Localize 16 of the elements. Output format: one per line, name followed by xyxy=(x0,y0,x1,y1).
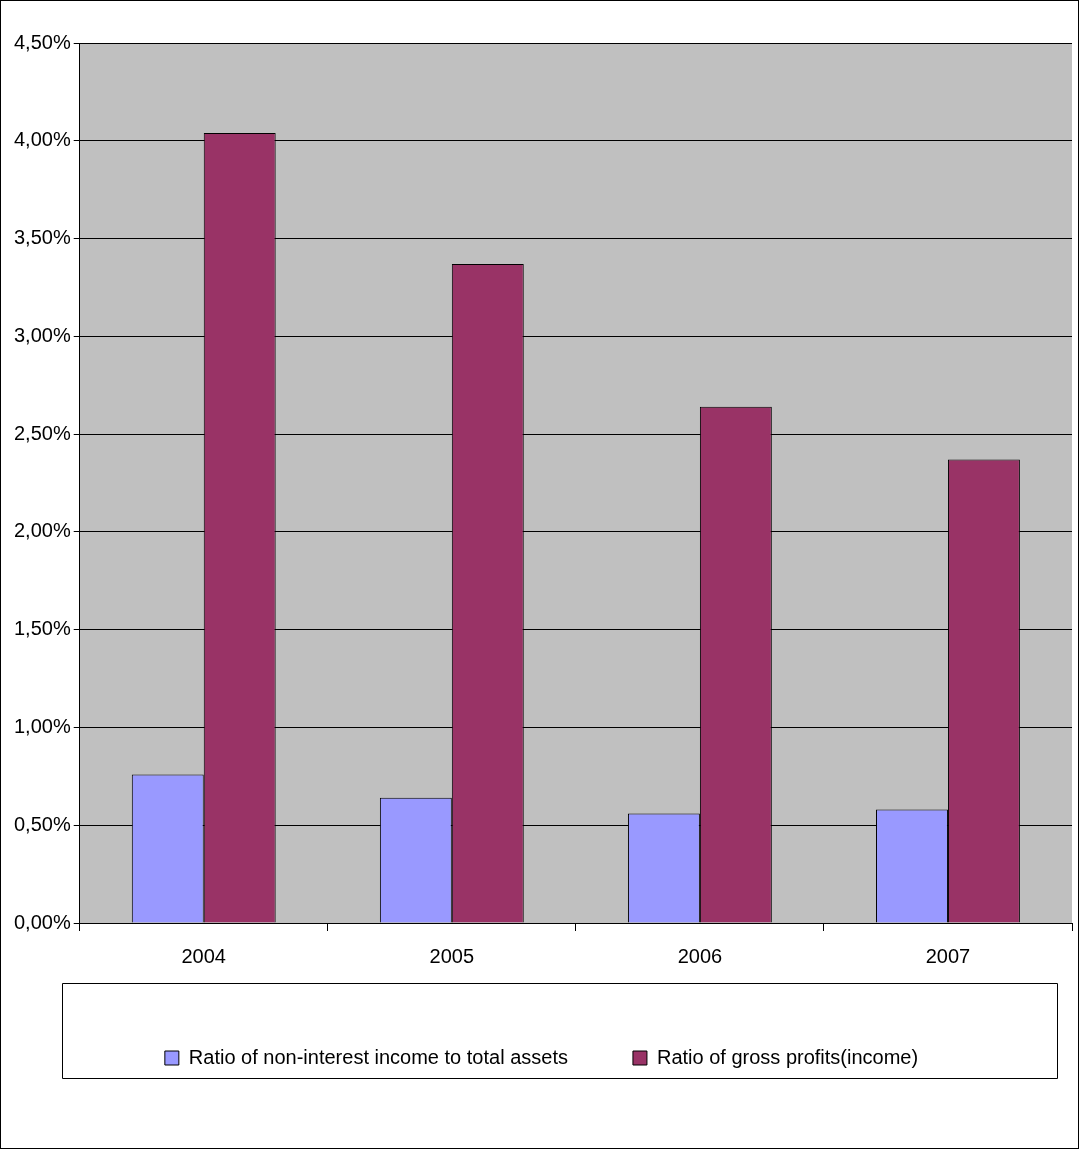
x-tick-label: 2004 xyxy=(181,944,226,967)
x-tick-label: 2007 xyxy=(925,944,971,967)
y-tick-label: 0,50% xyxy=(13,812,71,835)
y-tick-label: 3,00% xyxy=(13,323,71,346)
y-tick-label: 2,00% xyxy=(13,519,71,542)
y-tick-label: 2,50% xyxy=(13,421,71,444)
y-tick-label: 3,50% xyxy=(13,226,71,249)
legend-label: Ratio of gross profits(income) xyxy=(656,1045,919,1068)
y-tick-label: 0,00% xyxy=(13,910,71,933)
y-tick-label: 1,00% xyxy=(13,714,71,737)
x-tick-label: 2006 xyxy=(677,944,723,967)
legend-label: Ratio of non-interest income to total assets xyxy=(188,1045,568,1068)
y-tick-label: 4,00% xyxy=(13,128,71,151)
x-tick-label: 2005 xyxy=(429,944,475,967)
y-tick-label: 4,50% xyxy=(13,30,71,53)
y-tick-label: 1,50% xyxy=(13,617,71,640)
